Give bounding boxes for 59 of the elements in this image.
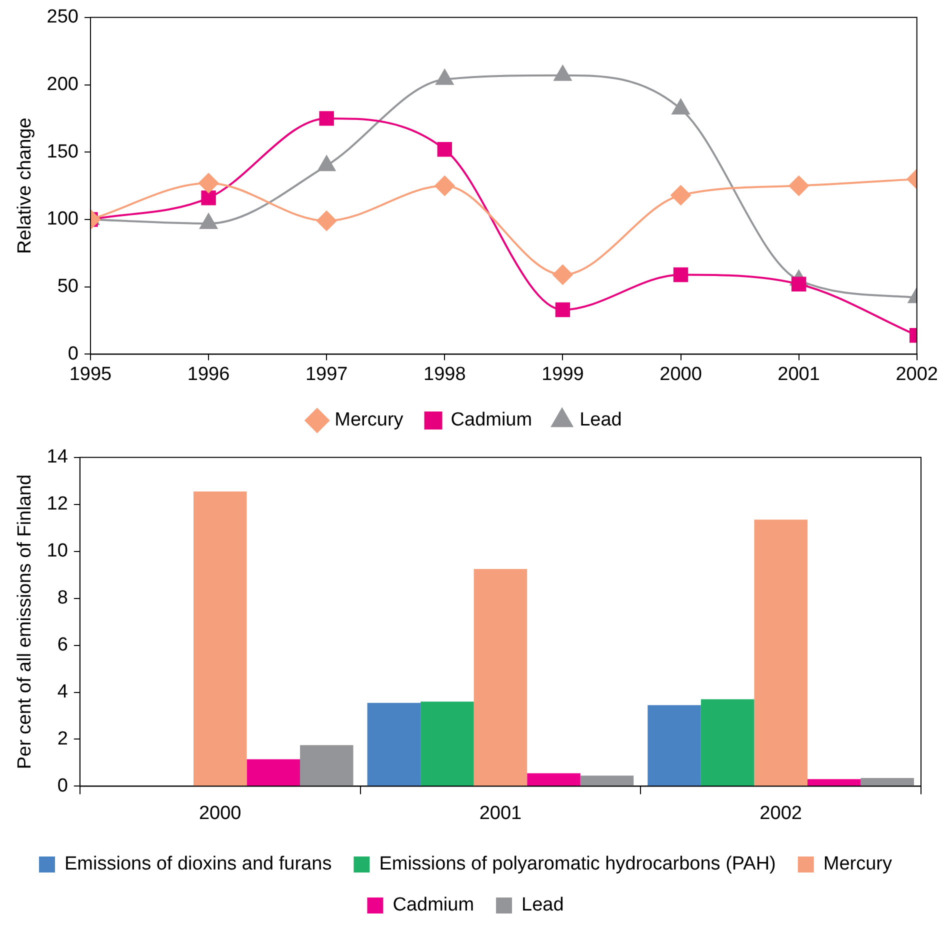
legend-label: Cadmium bbox=[392, 894, 474, 916]
legend-label: Emissions of dioxins and furans bbox=[64, 854, 332, 875]
bar bbox=[300, 745, 354, 786]
legend-label: Cadmium bbox=[450, 410, 532, 431]
y-tick-label: 250 bbox=[46, 6, 78, 28]
bar bbox=[648, 705, 701, 786]
point bbox=[788, 176, 809, 196]
y-tick-label: 100 bbox=[46, 208, 78, 230]
bar bbox=[246, 759, 300, 786]
x-tick-label: 1996 bbox=[187, 364, 230, 385]
legend-label: Lead bbox=[580, 410, 622, 431]
point bbox=[555, 302, 570, 318]
y-tick-label: 0 bbox=[68, 343, 78, 364]
bar bbox=[580, 776, 634, 786]
bar bbox=[193, 491, 247, 786]
y-axis-title: Relative change bbox=[14, 118, 36, 254]
x-tick-label: 2002 bbox=[896, 364, 938, 385]
y-tick-label: 150 bbox=[46, 141, 78, 162]
x-tick-label: 2002 bbox=[760, 802, 802, 824]
legend-label: Emissions of polyaromatic hydrocarbons (PAH) bbox=[379, 854, 776, 875]
x-tick-label: 2000 bbox=[198, 802, 242, 824]
x-tick-label: 2001 bbox=[778, 364, 820, 385]
legend-label: Mercury bbox=[823, 854, 892, 875]
point bbox=[316, 210, 337, 231]
point bbox=[670, 185, 691, 206]
bar bbox=[860, 778, 914, 786]
bar bbox=[807, 779, 861, 786]
point bbox=[673, 267, 688, 282]
bar bbox=[420, 702, 474, 786]
legend-label: Lead bbox=[522, 894, 564, 916]
y-tick-label: 14 bbox=[46, 446, 68, 468]
point bbox=[434, 176, 455, 196]
x-tick-label: 1999 bbox=[542, 364, 584, 385]
bar bbox=[700, 699, 754, 786]
y-tick-label: 12 bbox=[46, 494, 68, 515]
point bbox=[437, 142, 452, 157]
x-tick-label: 1998 bbox=[424, 364, 466, 385]
x-tick-label: 1997 bbox=[305, 364, 348, 385]
point bbox=[552, 264, 573, 285]
y-tick-label: 6 bbox=[57, 634, 68, 656]
y-tick-label: 50 bbox=[57, 276, 78, 298]
bar bbox=[474, 568, 528, 786]
point bbox=[319, 111, 334, 126]
y-tick-label: 200 bbox=[46, 74, 78, 95]
y-tick-label: 10 bbox=[46, 540, 68, 562]
y-tick-label: 0 bbox=[57, 775, 68, 796]
bar bbox=[527, 773, 580, 786]
y-tick-label: 8 bbox=[57, 588, 68, 609]
bar bbox=[754, 520, 808, 786]
legend-label: Mercury bbox=[334, 410, 404, 431]
point bbox=[201, 190, 216, 206]
y-tick-label: 2 bbox=[57, 728, 68, 750]
bar bbox=[367, 702, 421, 786]
point bbox=[198, 173, 219, 194]
y-axis-title: Per cent of all emissions of Finland bbox=[14, 474, 36, 770]
x-tick-label: 2000 bbox=[660, 364, 702, 385]
x-tick-label: 1995 bbox=[69, 364, 112, 385]
x-tick-label: 2001 bbox=[479, 802, 522, 824]
y-tick-label: 4 bbox=[57, 681, 68, 702]
